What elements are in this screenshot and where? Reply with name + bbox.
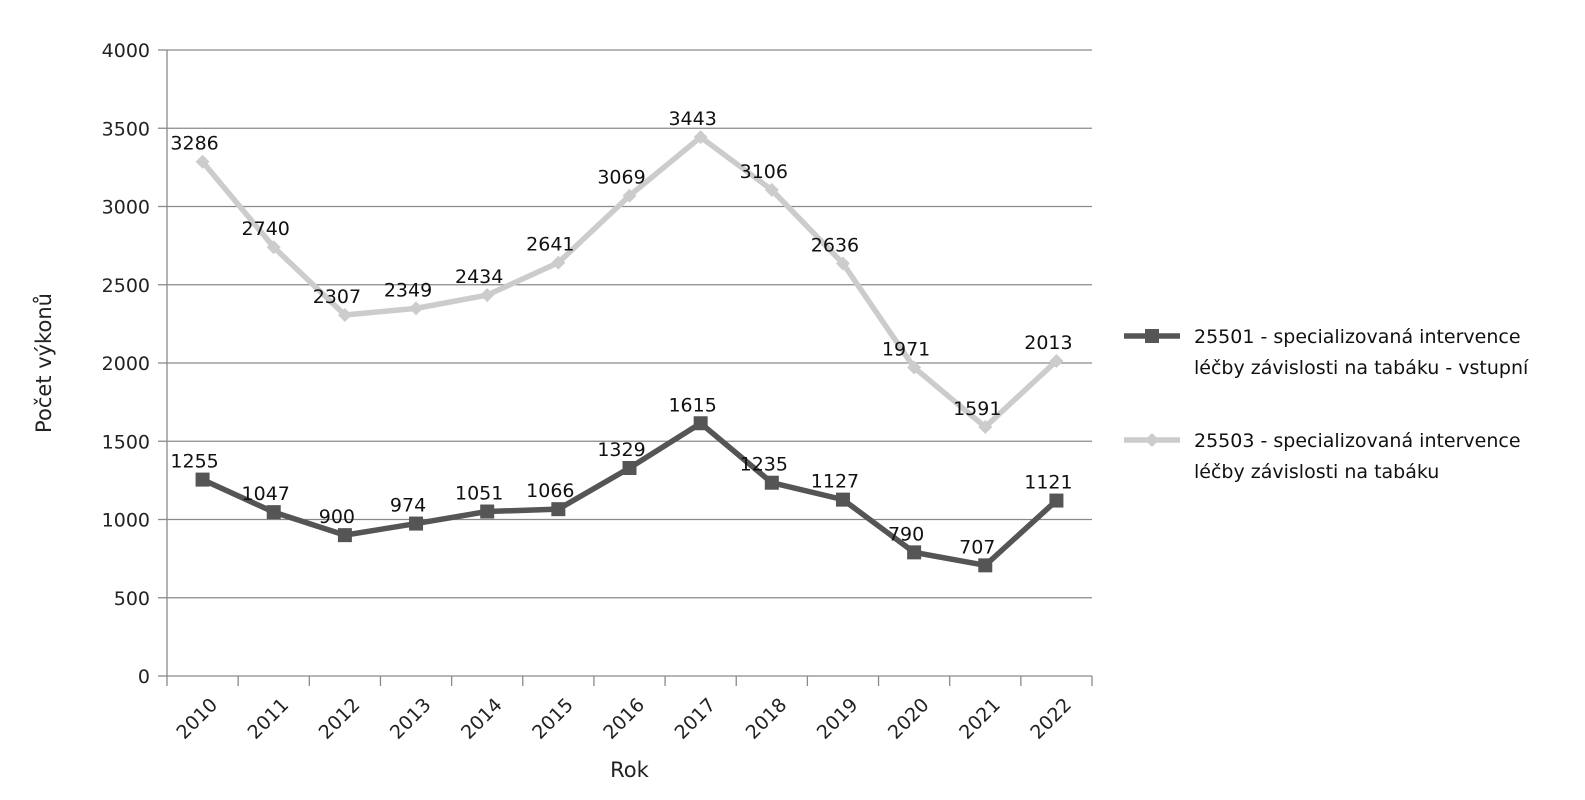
series-1-point	[978, 558, 993, 573]
series-group	[195, 130, 1064, 573]
x-tick-label: 2020	[884, 694, 934, 744]
y-tick-label: 500	[114, 588, 150, 610]
series-1-point	[409, 516, 424, 531]
data-label: 2636	[811, 234, 859, 256]
series-1-point	[764, 475, 779, 490]
data-labels: 1255 1047 900 974 1051 1066 1329 1615 1235 1127 79…	[170, 108, 1072, 558]
data-label: 1235	[740, 454, 788, 476]
data-label: 1121	[1024, 472, 1072, 494]
data-label: 1971	[882, 339, 930, 361]
data-label: 2307	[313, 286, 361, 308]
data-label: 3106	[740, 161, 788, 183]
data-label: 790	[888, 523, 924, 545]
x-tick-label: 2015	[528, 694, 578, 744]
data-label: 2013	[1024, 332, 1072, 354]
series-2-point	[978, 420, 993, 435]
axes	[158, 49, 1093, 686]
y-tick-label: 3500	[102, 118, 150, 140]
data-label: 1066	[526, 480, 574, 502]
series-1-point	[337, 528, 352, 543]
x-tick-label: 2022	[1026, 694, 1076, 744]
series-1-point	[266, 505, 281, 520]
series-2-point	[551, 255, 566, 270]
series-1-point	[907, 545, 922, 560]
data-label: 2434	[455, 266, 503, 288]
series-2-point	[1049, 353, 1064, 368]
data-label: 2641	[526, 234, 574, 256]
x-tick-label: 2017	[670, 694, 720, 744]
x-tick-label: 2016	[599, 694, 649, 744]
series-2-point	[907, 360, 922, 375]
grid-lines	[167, 49, 1092, 599]
data-label: 1591	[953, 398, 1001, 420]
x-tick-label: 2011	[244, 694, 294, 744]
x-tick-labels: 2010 2011 2012 2013 2014 2015 2016 2017 2018 2019…	[172, 694, 1076, 744]
legend-label-2: léčby závislosti na tabáku	[1194, 461, 1439, 483]
series-2-point	[835, 256, 850, 271]
data-label: 1329	[597, 439, 645, 461]
legend-marker-2	[1145, 433, 1159, 447]
data-label: 1127	[811, 471, 859, 493]
x-tick-label: 2018	[742, 694, 792, 744]
series-2-point	[337, 307, 352, 322]
series-2-point	[409, 301, 424, 316]
data-label: 1255	[170, 451, 218, 473]
data-label: 3069	[597, 167, 645, 189]
y-tick-label: 0	[138, 666, 150, 688]
series-1-point	[693, 416, 708, 431]
legend-label-1: léčby závislosti na tabáku - vstupní	[1194, 357, 1529, 379]
x-tick-label: 2010	[172, 694, 222, 744]
y-tick-label: 2000	[102, 353, 150, 375]
data-label: 1047	[242, 483, 290, 505]
y-tick-label: 2500	[102, 275, 150, 297]
y-axis-title: Počet výkonů	[32, 293, 56, 433]
series-2-point	[266, 240, 281, 255]
series-1-point	[480, 504, 495, 519]
series-2-point	[622, 188, 637, 203]
x-tick-label: 2021	[955, 694, 1005, 744]
series-1-point	[195, 472, 210, 487]
y-tick-labels: 0 500 1000 1500 2000 2500 3000 3500 4000	[102, 40, 150, 688]
data-label: 900	[319, 506, 355, 528]
series-1-point	[551, 502, 566, 517]
x-axis-title: Rok	[610, 758, 649, 782]
data-label: 2349	[384, 279, 432, 301]
x-tick-label: 2012	[315, 694, 365, 744]
series-2-point	[480, 288, 495, 303]
series-1-point	[835, 492, 850, 507]
series-2-point	[764, 182, 779, 197]
data-label: 1051	[455, 483, 503, 505]
series-2-point	[195, 154, 210, 169]
series-2-point	[693, 130, 708, 145]
y-tick-label: 1500	[102, 431, 150, 453]
data-label: 3286	[170, 133, 218, 155]
x-tick-label: 2019	[813, 694, 863, 744]
legend-label-1: 25501 - specializovaná intervence	[1194, 326, 1521, 348]
legend-marker-1	[1145, 329, 1159, 343]
legend: 25501 - specializovaná intervence léčby z…	[1124, 326, 1529, 483]
data-label: 1615	[668, 394, 716, 416]
series-1-point	[1049, 493, 1064, 508]
legend-label-2: 25503 - specializovaná intervence	[1194, 430, 1521, 452]
data-label: 974	[390, 495, 426, 517]
data-label: 707	[959, 536, 995, 558]
data-label: 2740	[242, 218, 290, 240]
x-tick-label: 2013	[386, 694, 436, 744]
data-label: 3443	[668, 108, 716, 130]
series-1-point	[622, 461, 637, 476]
y-tick-label: 4000	[102, 40, 150, 62]
x-tick-label: 2014	[457, 694, 507, 744]
y-tick-label: 1000	[102, 510, 150, 532]
y-tick-label: 3000	[102, 197, 150, 219]
